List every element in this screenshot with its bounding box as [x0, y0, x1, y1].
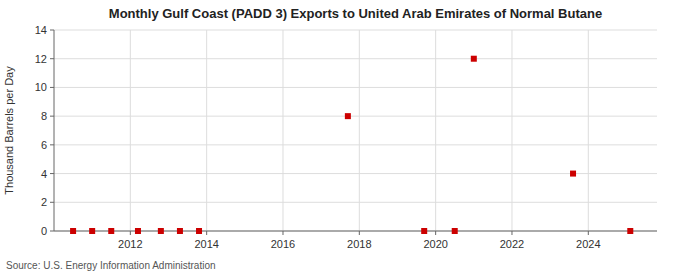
y-grid-line — [54, 58, 657, 59]
point — [158, 228, 164, 234]
y-tick — [50, 116, 54, 117]
y-tick — [50, 58, 54, 59]
axes: 0 2 4 6 8 10 12 14 2012 2014 2016 2018 2020 2022 2024 — [35, 24, 657, 250]
y-tick-label: 6 — [41, 139, 47, 151]
y-tick — [50, 231, 54, 232]
x-tick-label: 2014 — [194, 238, 218, 250]
point — [70, 228, 76, 234]
points — [70, 56, 633, 234]
point — [345, 113, 351, 119]
y-grid-line — [54, 144, 657, 145]
x-tick — [588, 231, 589, 235]
y-tick — [50, 144, 54, 145]
x-grid-line — [588, 30, 589, 231]
y-tick-label: 14 — [35, 24, 47, 36]
point — [108, 228, 114, 234]
y-grid-line — [54, 30, 657, 31]
point — [135, 228, 141, 234]
y-grid-line — [54, 231, 657, 232]
y-tick-label: 10 — [35, 81, 47, 93]
x-tick — [435, 231, 436, 235]
x-grid-line — [359, 30, 360, 231]
y-tick — [50, 202, 54, 203]
chart: 0 2 4 6 8 10 12 14 2012 2014 2016 2018 2020 2022 2024 M… — [0, 0, 675, 275]
y-tick-label: 4 — [41, 168, 47, 180]
x-tick — [282, 231, 283, 235]
x-tick — [206, 231, 207, 235]
x-tick-label: 2016 — [271, 238, 295, 250]
y-tick — [50, 30, 54, 31]
point — [570, 171, 576, 177]
y-grid-line — [54, 87, 657, 88]
x-grid-line — [130, 30, 131, 231]
y-tick-label: 2 — [41, 196, 47, 208]
x-tick — [359, 231, 360, 235]
x-tick-label: 2024 — [576, 238, 600, 250]
y-grid-line — [54, 116, 657, 117]
point — [196, 228, 202, 234]
point — [89, 228, 95, 234]
x-tick-label: 2020 — [423, 238, 447, 250]
y-grid-line — [54, 202, 657, 203]
grid — [54, 30, 657, 231]
x-tick-label: 2022 — [500, 238, 524, 250]
x-tick — [130, 231, 131, 235]
x-tick — [511, 231, 512, 235]
x-tick-label: 2018 — [347, 238, 371, 250]
x-grid-line — [282, 30, 283, 231]
title: Monthly Gulf Coast (PADD 3) Exports to U… — [109, 6, 602, 21]
point — [471, 56, 477, 62]
point — [421, 228, 427, 234]
x-grid-line — [435, 30, 436, 231]
x-tick-label: 2012 — [118, 238, 142, 250]
point — [627, 228, 633, 234]
y-tick-label: 8 — [41, 110, 47, 122]
y-grid-line — [54, 173, 657, 174]
point — [452, 228, 458, 234]
x-axis-line — [54, 231, 657, 232]
y-axis-label: Thousand Barrels per Day — [3, 66, 15, 195]
point — [177, 228, 183, 234]
x-grid-line — [511, 30, 512, 231]
source: Source: U.S. Energy Information Administ… — [6, 260, 216, 271]
y-tick — [50, 87, 54, 88]
x-grid-line — [206, 30, 207, 231]
y-tick-label: 12 — [35, 53, 47, 65]
y-tick-label: 0 — [41, 225, 47, 237]
y-axis-line — [54, 30, 55, 231]
y-tick — [50, 173, 54, 174]
